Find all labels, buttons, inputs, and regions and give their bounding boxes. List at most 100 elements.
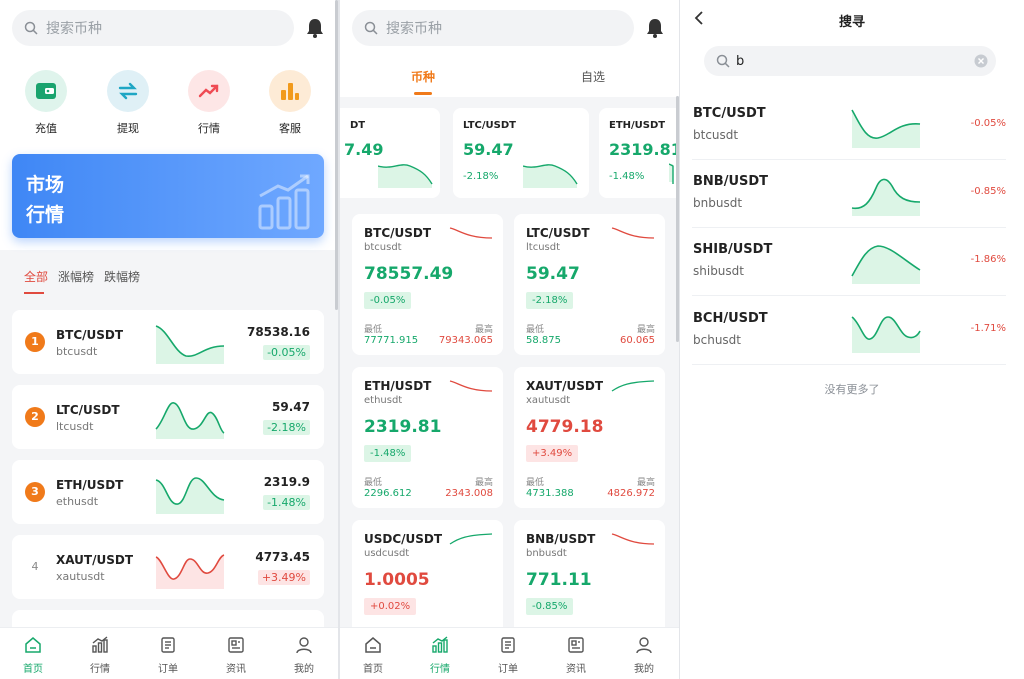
coin-symbol: USDC/USDT [364,532,443,546]
coin-code: btcusdt [693,128,739,142]
orders-icon [161,637,175,653]
coin-code: btcusdt [56,345,98,358]
coin-price: 4779.18 [526,417,604,437]
banner-title-line1: 市场 [26,174,65,196]
sparkline [523,164,578,188]
tab-label: 行情 [90,664,110,675]
list-item[interactable]: 2 LTC/USDT ltcusdt 59.47 -2.18% [12,385,324,449]
low-value: 2296.612 [364,488,412,499]
coin-code: xautusdt [526,395,571,406]
news-icon [228,637,244,653]
coin-symbol: BCH/USDT [693,311,768,326]
search-result-item[interactable]: BNB/USDT bnbusdt -0.85% [692,160,1006,228]
change-badge: -1.48% [263,495,310,510]
coin-price: 771.11 [526,570,592,590]
bell-icon[interactable] [644,17,666,39]
tab-label: 资讯 [566,664,586,675]
coin-price: 1.0005 [364,570,430,590]
coin-symbol: ETH/USDT [56,478,124,492]
tab-news[interactable]: 资讯 [551,636,601,675]
search-input[interactable]: 搜索币种 [12,10,294,46]
sparkline [378,164,433,188]
mini-card[interactable]: ETH/USDT 2319.81 -1.48% [599,108,679,198]
low-label: 最低 [364,478,383,488]
banner-title-line2: 行情 [26,204,65,226]
market-banner[interactable]: 市场 行情 [12,154,324,238]
search-input[interactable]: b [704,46,996,76]
quick-action-market[interactable]: 行情 [179,70,239,136]
list-item[interactable]: 1 BTC/USDT btcusdt 78538.16 -0.05% [12,310,324,374]
bell-icon[interactable] [304,17,326,39]
bottom-tab-bar: 首页 行情 订单 资讯 我的 [0,627,338,679]
coin-symbol: SHIB/USDT [693,242,773,257]
user-icon [296,637,312,654]
market-screen: 搜索币种 币种 自选 DT 7.49 LTC/USDT 59.47 -2.18%… [340,0,679,679]
rank-badge: 2 [25,407,45,427]
quick-action-withdraw[interactable]: 提现 [98,70,158,136]
user-icon [636,637,652,654]
coin-price: 78538.16 [246,325,310,339]
coin-symbol: BNB/USDT [526,532,596,546]
list-item[interactable]: 3 ETH/USDT ethusdt 2319.9 -1.48% [12,460,324,524]
search-icon [716,54,730,68]
quick-action-deposit[interactable]: 充值 [16,70,76,136]
chart-decoration-icon [258,174,310,230]
tab-losers[interactable]: 跌幅榜 [104,270,141,284]
tab-market[interactable]: 行情 [415,636,465,675]
sparkline [611,227,655,239]
quick-action-support[interactable]: 客服 [260,70,320,136]
tab-market[interactable]: 行情 [75,636,125,675]
tab-profile[interactable]: 我的 [279,636,329,675]
back-icon[interactable] [694,10,704,29]
tab-watchlist[interactable]: 自选 [581,70,606,84]
coin-card[interactable]: LTC/USDT ltcusdt 59.47 -2.18% 最低 最高 58.8… [514,214,665,355]
sparkline [851,316,921,353]
coin-price: 7.49 [344,140,384,159]
coin-symbol: LTC/USDT [56,403,120,417]
tab-label: 资讯 [226,664,246,675]
coin-price: 78557.49 [364,264,454,284]
search-input[interactable]: 搜索币种 [352,10,634,46]
tab-home[interactable]: 首页 [348,636,398,675]
coin-code: shibusdt [693,264,744,278]
high-label: 最高 [474,325,493,335]
page-title: 搜寻 [838,15,865,30]
tab-profile[interactable]: 我的 [619,636,669,675]
coin-symbol: LTC/USDT [463,120,516,131]
coin-price: 59.47 [272,400,310,414]
market-chart-icon [92,636,108,653]
sparkline [155,554,225,589]
coin-code: bchusdt [693,333,741,347]
coin-price: 2319.81 [364,417,442,437]
coin-symbol: DT [350,120,366,131]
tab-all[interactable]: 全部 [24,270,49,294]
search-result-item[interactable]: BCH/USDT bchusdt -1.71% [692,297,1006,365]
search-result-item[interactable]: SHIB/USDT shibusdt -1.86% [692,228,1006,296]
tab-label: 我的 [294,664,314,675]
coin-symbol: BTC/USDT [56,328,124,342]
rank-badge: 4 [31,560,39,573]
no-more-text: 没有更多了 [824,383,880,396]
tab-coins[interactable]: 币种 [411,70,436,84]
mini-card[interactable]: DT 7.49 [340,108,440,198]
search-result-item[interactable]: BTC/USDT btcusdt -0.05% [692,92,1006,160]
panel-divider [338,0,340,679]
high-value: 60.065 [620,335,655,346]
coin-change: -1.48% [609,171,645,182]
tab-orders[interactable]: 订单 [483,636,533,675]
coin-card[interactable]: XAUT/USDT xautusdt 4779.18 +3.49% 最低 最高 … [514,367,665,508]
list-item[interactable]: 4 XAUT/USDT xautusdt 4773.45 +3.49% [12,535,324,599]
coin-card[interactable]: BTC/USDT btcusdt 78557.49 -0.05% 最低 最高 7… [352,214,503,355]
mini-card[interactable]: LTC/USDT 59.47 -2.18% [453,108,589,198]
scrollbar[interactable] [676,96,679,342]
coin-change: -2.18% [463,171,499,182]
tab-orders[interactable]: 订单 [143,636,193,675]
scrollbar[interactable] [335,0,338,310]
tab-news[interactable]: 资讯 [211,636,261,675]
tab-label: 订单 [158,664,178,675]
clear-icon[interactable] [974,54,988,68]
tab-home[interactable]: 首页 [8,636,58,675]
home-icon [25,637,41,653]
tab-gainers[interactable]: 涨幅榜 [58,270,95,284]
coin-card[interactable]: ETH/USDT ethusdt 2319.81 -1.48% 最低 最高 22… [352,367,503,508]
